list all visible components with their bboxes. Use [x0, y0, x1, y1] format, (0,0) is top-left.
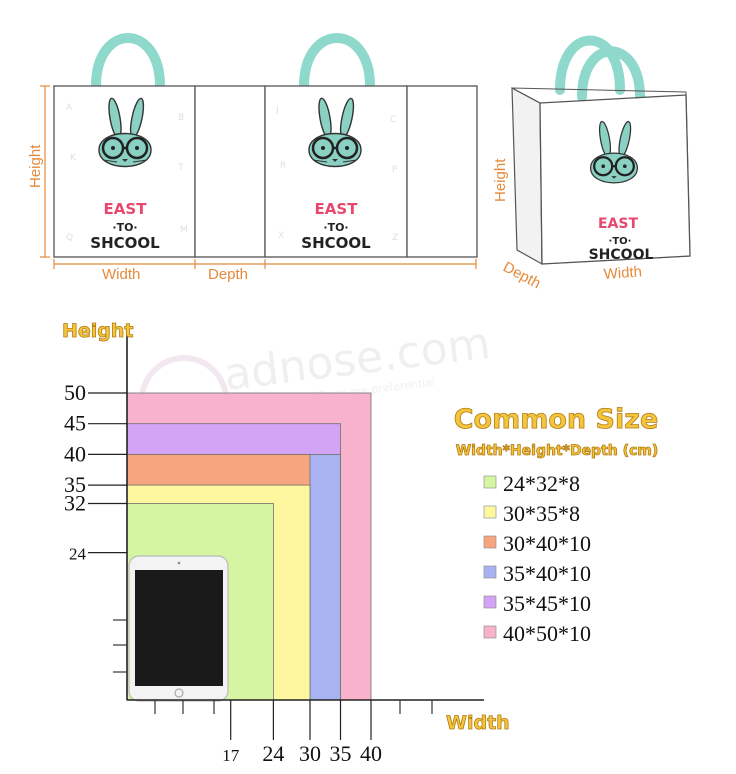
tablet-icon — [128, 555, 229, 702]
legend-item: 30*40*10 — [503, 531, 591, 556]
legend-item: 35*45*10 — [503, 591, 591, 616]
y-tick-label: 50 — [64, 380, 86, 405]
legend-swatch — [483, 475, 497, 489]
bag-print-text-2: EAST ·TO· SHCOOL — [301, 200, 371, 252]
bunny-illustration-2 — [308, 97, 362, 168]
bag-side-panel — [194, 85, 266, 258]
print-line-3: SHCOOL — [589, 247, 654, 263]
y-tick-label: 24 — [69, 545, 87, 564]
svg-text:R: R — [280, 161, 286, 171]
svg-text:Q: Q — [66, 233, 73, 243]
y-axis-label: Height — [62, 320, 134, 342]
legend-swatch — [483, 625, 497, 639]
print-line-1: EAST — [104, 200, 148, 218]
legend-swatch — [483, 595, 497, 609]
svg-text:A: A — [66, 103, 73, 113]
print-line-3: SHCOOL — [90, 234, 160, 252]
svg-text:M: M — [180, 225, 188, 235]
dimension-lines — [40, 85, 477, 269]
bag-side-panel-2 — [406, 85, 478, 258]
bag-back-panel — [264, 85, 408, 258]
bag-3d-view: EAST ·TO· SHCOOL — [511, 35, 691, 266]
print-line-1: EAST — [598, 216, 638, 232]
x-tick-label: 35 — [330, 741, 352, 766]
legend-item: 35*40*10 — [503, 561, 591, 586]
legend-swatch — [483, 535, 497, 549]
x-axis-ticks: 17 24 30 35 40 — [222, 700, 382, 766]
print-line-2: ·TO· — [323, 221, 348, 234]
legend-item: 24*32*8 — [503, 471, 580, 496]
width-label: Width — [102, 266, 140, 283]
depth-label: Depth — [208, 266, 248, 283]
y-tick-label: 35 — [64, 472, 86, 497]
x-tick-label: 40 — [360, 741, 382, 766]
svg-text:J: J — [275, 105, 279, 115]
bunny-illustration — [98, 97, 152, 168]
bag-print-text: EAST ·TO· SHCOOL — [90, 200, 160, 252]
bag-handle-right — [299, 33, 375, 91]
height-label: Height — [27, 144, 44, 188]
legend-swatch — [483, 565, 497, 579]
width-label-3d: Width — [603, 263, 642, 283]
legend-title: Common Size — [454, 404, 659, 435]
minor-ticks — [113, 619, 433, 714]
x-tick-label: 17 — [222, 746, 240, 765]
bag-handle-left — [91, 33, 165, 91]
svg-text:Z: Z — [392, 233, 398, 243]
print-line-3: SHCOOL — [301, 234, 371, 252]
x-axis-label: Width — [446, 712, 510, 734]
svg-text:K: K — [70, 153, 77, 163]
legend-item: 30*35*8 — [503, 501, 580, 526]
print-line-2: ·TO· — [112, 221, 137, 234]
depth-label-3d: Depth — [500, 259, 543, 293]
bag-front-panel — [53, 85, 196, 258]
print-line-2: ·TO· — [609, 236, 632, 247]
svg-text:X: X — [278, 231, 284, 241]
bag-pattern: A B K T Q M J C R P X Z — [66, 103, 398, 243]
y-tick-label: 40 — [64, 441, 86, 466]
svg-text:P: P — [392, 165, 398, 175]
svg-text:B: B — [178, 113, 184, 123]
x-tick-label: 24 — [262, 741, 284, 766]
y-tick-label: 32 — [64, 491, 86, 516]
legend: 24*32*8 30*35*8 30*40*10 35*40*10 35*45*10 40… — [483, 471, 591, 646]
svg-text:T: T — [177, 163, 184, 173]
height-label-3d: Height — [492, 158, 509, 202]
x-tick-label: 30 — [299, 741, 321, 766]
legend-item: 40*50*10 — [503, 621, 591, 646]
legend-swatch — [483, 505, 497, 519]
bag-dimension-diagram: A B K T Q M J C R P X Z EAST ·TO· SHCOOL — [27, 33, 691, 293]
svg-text:C: C — [390, 115, 396, 125]
legend-subtitle: Width*Height*Depth (cm) — [456, 443, 659, 459]
print-line-1: EAST — [315, 200, 359, 218]
y-tick-label: 45 — [64, 411, 86, 436]
